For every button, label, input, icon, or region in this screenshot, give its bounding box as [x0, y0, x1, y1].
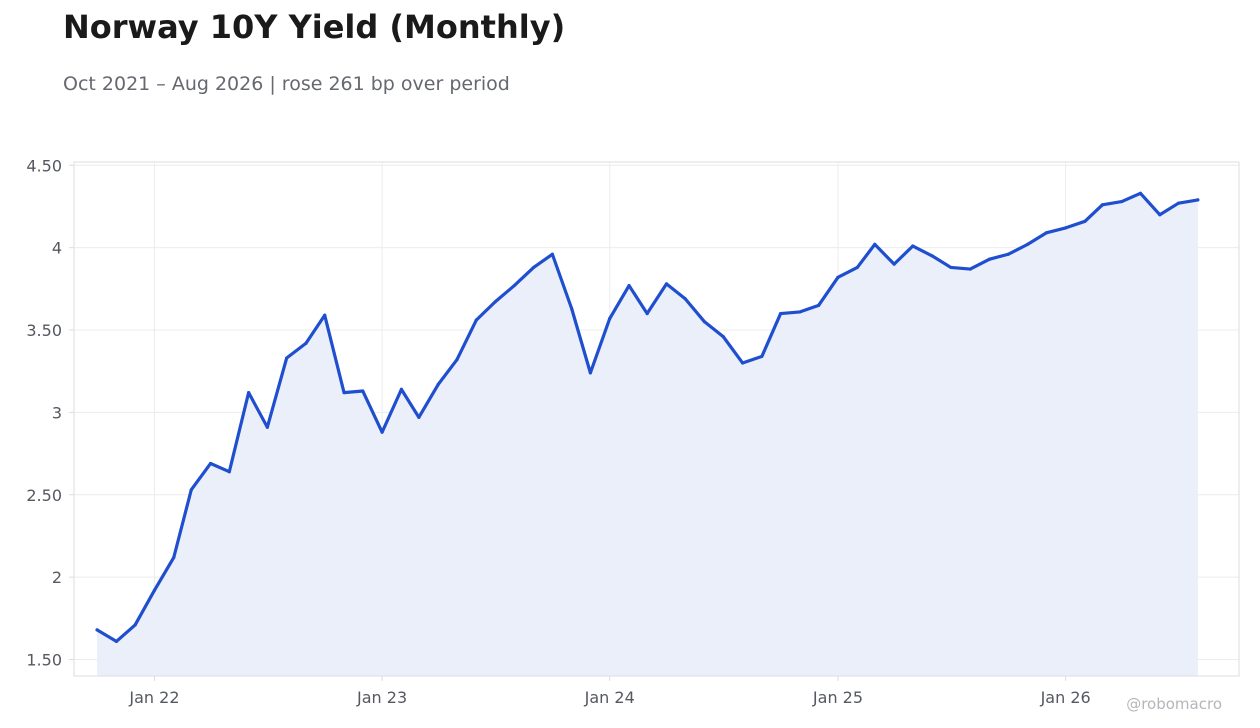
data-point-2026-02	[1083, 219, 1087, 223]
chart-title: Norway 10Y Yield (Monthly)	[63, 8, 566, 46]
data-point-2025-06	[930, 254, 934, 258]
data-point-2025-12	[1044, 231, 1048, 235]
x-tick-label: Jan 24	[584, 688, 635, 707]
data-point-2022-06	[247, 391, 251, 395]
x-tick-label: Jan 23	[356, 688, 407, 707]
y-tick-label: 4.50	[26, 156, 62, 175]
yield-area-fill	[97, 193, 1198, 677]
y-tick-label: 2.50	[26, 486, 62, 505]
data-point-2023-02	[399, 387, 404, 391]
x-tick-label: Jan 26	[1040, 688, 1091, 707]
data-point-2023-06	[474, 318, 478, 322]
chart-subtitle: Oct 2021 – Aug 2026 | rose 261 bp over p…	[63, 73, 510, 95]
y-tick-label: 2	[52, 568, 62, 587]
x-tick-label: Jan 22	[128, 688, 179, 707]
data-point-2024-03	[645, 311, 649, 316]
data-point-2024-08	[740, 361, 745, 365]
data-point-2022-11	[342, 391, 346, 395]
data-point-2024-02	[627, 283, 631, 288]
data-point-2024-11	[798, 310, 802, 314]
data-point-2024-09	[760, 354, 764, 358]
data-point-2023-04	[436, 382, 440, 387]
data-point-2024-05	[683, 297, 687, 301]
data-point-2022-09	[304, 341, 308, 345]
data-point-2023-11	[570, 307, 574, 311]
data-point-2023-12	[588, 371, 592, 375]
data-point-2024-06	[702, 320, 707, 324]
data-point-2025-02	[855, 265, 859, 270]
x-tick-label: Jan 25	[812, 688, 863, 707]
data-point-2022-03	[189, 488, 193, 492]
data-point-2026-05	[1138, 191, 1143, 195]
data-point-2023-08	[512, 283, 516, 288]
data-point-2025-05	[911, 244, 915, 248]
data-point-2023-03	[417, 415, 421, 419]
data-point-2022-07	[265, 425, 269, 429]
y-axis-ticks: 1.50 2 2.50 3 3.50 4 4.50	[26, 156, 74, 670]
data-points	[95, 191, 1200, 644]
y-tick-label: 3.50	[26, 321, 62, 340]
data-point-2026-04	[1120, 199, 1124, 204]
y-tick-label: 3	[52, 403, 62, 422]
data-point-2026-06	[1158, 213, 1162, 217]
data-point-2024-10	[779, 311, 783, 316]
data-point-2025-11	[1025, 242, 1030, 246]
data-point-2022-04	[208, 461, 213, 466]
watermark: @robomacro	[1126, 695, 1222, 713]
plot-frame	[73, 161, 1240, 677]
data-point-2023-01	[380, 430, 384, 434]
data-point-2026-03	[1100, 203, 1105, 207]
data-point-2023-05	[455, 358, 459, 362]
data-point-2024-04	[664, 282, 669, 286]
data-point-2021-10	[95, 628, 99, 632]
data-point-2022-08	[285, 356, 289, 360]
data-point-2023-07	[493, 300, 497, 304]
data-point-2022-05	[227, 470, 231, 474]
x-axis-ticks: Jan 22 Jan 23 Jan 24 Jan 25 Jan 26	[128, 676, 1091, 707]
data-point-2025-01	[836, 275, 840, 279]
data-point-2021-11	[114, 639, 119, 644]
data-point-2025-07	[949, 265, 953, 270]
data-point-2026-07	[1176, 201, 1181, 205]
data-point-2022-10	[323, 313, 327, 317]
data-point-2023-09	[532, 265, 536, 270]
y-tick-label: 1.50	[26, 651, 62, 670]
data-point-2022-01	[152, 588, 157, 592]
data-point-2025-09	[987, 257, 992, 261]
data-point-2022-02	[172, 555, 176, 559]
data-point-2025-08	[968, 267, 972, 271]
data-point-2023-10	[550, 252, 554, 256]
data-point-2025-03	[873, 242, 877, 246]
data-point-2026-01	[1064, 226, 1068, 230]
data-point-2024-07	[721, 335, 725, 339]
data-point-2025-10	[1006, 252, 1010, 256]
data-point-2025-04	[892, 262, 896, 266]
data-point-2021-12	[133, 623, 137, 627]
data-point-2022-12	[361, 389, 365, 393]
data-point-2026-08	[1196, 198, 1200, 202]
data-point-2024-01	[608, 316, 612, 321]
data-point-2024-12	[817, 303, 821, 307]
y-tick-label: 4	[52, 239, 62, 258]
